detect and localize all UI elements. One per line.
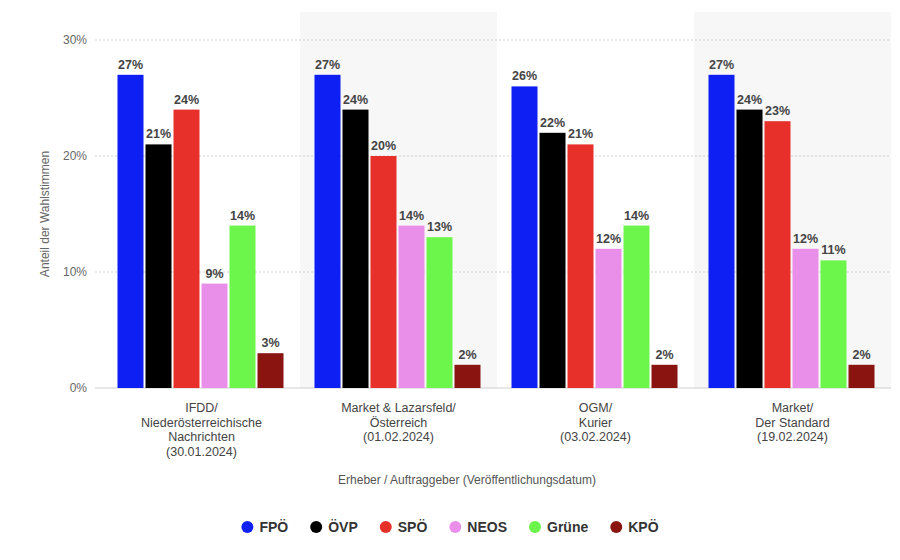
- category-label-line: Market/: [772, 401, 814, 415]
- legend-item: FPÖ: [241, 519, 288, 535]
- bar: [765, 121, 791, 388]
- legend-item: KPÖ: [610, 519, 658, 535]
- legend-swatch: [529, 521, 541, 533]
- bar: [821, 260, 847, 388]
- legend-swatch: [610, 521, 622, 533]
- data-label: 13%: [427, 220, 452, 234]
- data-label: 24%: [174, 93, 199, 107]
- grid-line: [95, 40, 891, 41]
- bar: [202, 284, 228, 388]
- data-label: 27%: [118, 58, 143, 72]
- category-label-line: (01.02.2024): [363, 430, 434, 444]
- bar: [540, 133, 566, 388]
- data-labels: 27% 27% 26% 27% 21% 24% 22% 24% 24% 20% 21% 23% 9% 14…: [118, 58, 871, 362]
- data-label: 2%: [655, 348, 673, 362]
- axis-title: Erheber / Auftraggeber (Veröffentlichung…: [338, 473, 596, 487]
- legend-swatch: [241, 521, 253, 533]
- data-label: 11%: [821, 243, 845, 257]
- category-label: Market & Lazarsfeld/Österreich(01.02.202…: [341, 401, 456, 444]
- data-label: 27%: [709, 58, 734, 72]
- legend-label: Grüne: [547, 519, 588, 535]
- data-label: 12%: [793, 232, 818, 246]
- category-label-line: (03.02.2024): [560, 430, 631, 444]
- legend-label: KPÖ: [628, 519, 658, 535]
- legend-swatch: [310, 521, 322, 533]
- data-label: 3%: [261, 336, 279, 350]
- bar: [174, 110, 200, 388]
- data-label: 23%: [765, 104, 790, 118]
- category-label: Market/Der Standard(19.02.2024): [755, 401, 829, 444]
- bar: [568, 144, 594, 388]
- data-label: 2%: [852, 348, 870, 362]
- legend: FPÖ ÖVP SPÖ NEOS Grüne KPÖ: [241, 519, 658, 535]
- band-background: [300, 12, 497, 388]
- legend-item: Grüne: [529, 519, 588, 535]
- bar: [709, 75, 735, 388]
- legend-label: FPÖ: [259, 519, 288, 535]
- chart: 0%10%20%30%Anteil der Wahlstimmen27%27%2…: [0, 0, 900, 560]
- legend-item: SPÖ: [380, 519, 428, 535]
- legend-swatch: [380, 521, 392, 533]
- data-label: 14%: [624, 209, 649, 223]
- legend-label: NEOS: [467, 519, 507, 535]
- bar: [737, 110, 763, 388]
- tick-label: 0%: [70, 381, 88, 395]
- category-label-line: Nachrichten: [168, 430, 235, 444]
- category-label-line: Der Standard: [755, 416, 829, 430]
- category-label-line: Kurier: [579, 416, 612, 430]
- data-label: 21%: [568, 127, 593, 141]
- data-label: 21%: [146, 127, 171, 141]
- data-label: 26%: [512, 69, 537, 83]
- data-label: 14%: [230, 209, 255, 223]
- data-label: 27%: [315, 58, 340, 72]
- category-label: OGM/Kurier(03.02.2024): [560, 401, 631, 444]
- category-label-line: Market & Lazarsfeld/: [341, 401, 456, 415]
- bar: [427, 237, 453, 388]
- bar: [624, 226, 650, 388]
- bar: [652, 365, 678, 388]
- legend-item: ÖVP: [310, 519, 358, 535]
- category-label: IFDD/NiederösterreichischeNachrichten(30…: [141, 401, 262, 459]
- bar: [596, 249, 622, 388]
- bar: [118, 75, 144, 388]
- data-label: 14%: [399, 209, 424, 223]
- bar: [371, 156, 397, 388]
- bar: [315, 75, 341, 388]
- bar: [793, 249, 819, 388]
- tick-label: 30%: [63, 33, 87, 47]
- axis-title: Anteil der Wahlstimmen: [38, 151, 52, 277]
- data-label: 20%: [371, 139, 396, 153]
- bar: [230, 226, 256, 388]
- tick-label: 10%: [63, 265, 87, 279]
- data-label: 22%: [540, 116, 565, 130]
- category-label-line: (19.02.2024): [757, 430, 828, 444]
- category-label-line: Niederösterreichische: [141, 416, 262, 430]
- legend-item: NEOS: [449, 519, 507, 535]
- data-label: 9%: [205, 267, 223, 281]
- data-label: 24%: [737, 93, 762, 107]
- data-label: 12%: [596, 232, 621, 246]
- bar: [849, 365, 875, 388]
- bar: [343, 110, 369, 388]
- legend-swatch: [449, 521, 461, 533]
- bar: [512, 86, 538, 388]
- legend-label: ÖVP: [328, 519, 358, 535]
- bar: [258, 353, 284, 388]
- tick-label: 20%: [63, 149, 87, 163]
- bars: [118, 75, 875, 388]
- band-background: [694, 12, 891, 388]
- bar: [399, 226, 425, 388]
- bar: [455, 365, 481, 388]
- bar: [146, 144, 172, 388]
- category-label-line: Österreich: [370, 416, 428, 430]
- data-label: 24%: [343, 93, 368, 107]
- category-label-line: OGM/: [579, 401, 613, 415]
- category-label-line: IFDD/: [185, 401, 218, 415]
- legend-label: SPÖ: [398, 519, 428, 535]
- category-label-line: (30.01.2024): [166, 445, 237, 459]
- data-label: 2%: [458, 348, 476, 362]
